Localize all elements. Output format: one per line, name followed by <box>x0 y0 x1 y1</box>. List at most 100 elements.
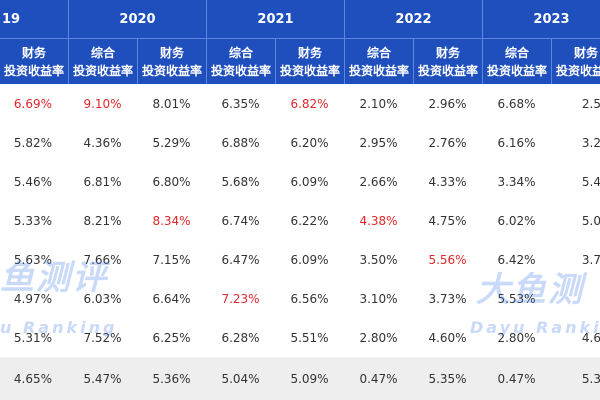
table-cell: 4.60% <box>428 330 467 345</box>
table-cell: 6.02% <box>497 213 536 228</box>
table-cell: 4.36% <box>83 135 122 150</box>
subheader-line: 财务 <box>21 45 46 60</box>
table-cell: 6.69% <box>13 96 52 111</box>
table-cell: 6.81% <box>83 174 122 189</box>
table-cell: 6.09% <box>290 174 329 189</box>
subheader-line: 投资收益率 <box>3 63 64 78</box>
subheader-line: 综合 <box>90 45 115 60</box>
column-subheader: 综合 投资收益率 <box>344 38 413 84</box>
table-cell: 7.23% <box>221 291 260 306</box>
table-cell: 4.38% <box>359 213 398 228</box>
table-cell: 4.5 <box>551 279 600 318</box>
subheader-line: 投资收益率 <box>555 63 600 78</box>
table-cell: 7.52% <box>83 330 122 345</box>
table-cell: 5.82% <box>13 135 52 150</box>
subheader-line: 投资收益率 <box>417 63 478 78</box>
table-cell: 4.60% <box>581 330 600 345</box>
table-cell: 6.68% <box>497 96 536 111</box>
table-cell: 5.09% <box>275 357 344 400</box>
subheader-line: 财务 <box>435 45 460 60</box>
table-cell: 2.66% <box>359 174 398 189</box>
table-cell: 7.66% <box>83 252 122 267</box>
year-header: 2022 <box>344 0 482 38</box>
column-subheader: 财务投资收益率 <box>413 38 482 84</box>
subheader-line: 投资收益率 <box>72 63 133 78</box>
table-cell: 3.50% <box>359 252 398 267</box>
subheader-line: 财务 <box>573 45 598 60</box>
table-cell: 6.28% <box>221 330 260 345</box>
table-cell: 4.33% <box>428 174 467 189</box>
column-subheader: 财务投资收益率 <box>275 38 344 84</box>
table-cell: 8.34% <box>152 213 191 228</box>
table-cell: 0.47% <box>344 357 413 400</box>
table-cell: 2.80% <box>497 330 536 345</box>
table-cell: 4.97% <box>13 291 52 306</box>
table-cell: 6.35% <box>221 96 260 111</box>
subheader-line: 财务 <box>159 45 184 60</box>
table-cell: 6.56% <box>290 291 329 306</box>
table-cell: 5.04% <box>206 357 275 400</box>
table-cell: 3.10% <box>359 291 398 306</box>
year-header: 19 <box>0 0 68 38</box>
table-cell: 2.55% <box>581 96 600 111</box>
column-subheader: 综合 投资收益率 <box>206 38 275 84</box>
table-cell: 3.34% <box>497 174 536 189</box>
table-cell: 6.16% <box>497 135 536 150</box>
table-cell: 6.25% <box>152 330 191 345</box>
table-cell: 5.33% <box>13 213 52 228</box>
column-subheader: 财务投资收益率 <box>137 38 206 84</box>
subheader-line: 投资收益率 <box>279 63 340 78</box>
table-cell: 5.31% <box>13 330 52 345</box>
table-cell: 5.36% <box>137 357 206 400</box>
table-cell: 3.79% <box>581 252 600 267</box>
table-cell: 4.65% <box>0 357 68 400</box>
table-cell: 6.64% <box>152 291 191 306</box>
table-cell: 3.73% <box>428 291 467 306</box>
table-cell: 8.21% <box>83 213 122 228</box>
table-cell: 5.51% <box>290 330 329 345</box>
year-header: 2021 <box>206 0 344 38</box>
table-cell: 2.96% <box>428 96 467 111</box>
table-cell: 6.03% <box>83 291 122 306</box>
table-cell: 6.74% <box>221 213 260 228</box>
column-subheader: 综合 投资收益率 <box>482 38 551 84</box>
subheader-line: 投资收益率 <box>210 63 271 78</box>
table-cell: 0.47% <box>482 357 551 400</box>
table-cell: 5.29% <box>152 135 191 150</box>
subheader-line: 综合 <box>228 45 253 60</box>
table-cell: 2.80% <box>359 330 398 345</box>
subheader-line: 综合 <box>366 45 391 60</box>
table-cell: 5.01% <box>581 213 600 228</box>
table-cell: 9.10% <box>83 96 122 111</box>
table-cell: 5.46% <box>13 174 52 189</box>
year-header: 2020 <box>68 0 206 38</box>
table-cell: 6.82% <box>290 96 329 111</box>
table-cell: 5.35% <box>413 357 482 400</box>
subheader-line: 财务 <box>297 45 322 60</box>
table-cell: 6.88% <box>221 135 260 150</box>
table-cell: 5.47% <box>68 357 137 400</box>
table-cell: 5.63% <box>13 252 52 267</box>
table-cell: 6.09% <box>290 252 329 267</box>
table-cell: 5.56% <box>428 252 467 267</box>
table-cell: 6.42% <box>497 252 536 267</box>
table-cell: 4.75% <box>428 213 467 228</box>
table-cell: 2.95% <box>359 135 398 150</box>
table-cell: 2.76% <box>428 135 467 150</box>
table-cell: 5.68% <box>221 174 260 189</box>
table-cell: 5.53% <box>497 291 536 306</box>
table-cell: 5.43% <box>581 174 600 189</box>
year-header: 2023 <box>482 0 600 38</box>
table-cell: 6.20% <box>290 135 329 150</box>
table-cell: 7.15% <box>152 252 191 267</box>
table-cell: 6.80% <box>152 174 191 189</box>
subheader-line: 综合 <box>504 45 529 60</box>
table-cell: 6.47% <box>221 252 260 267</box>
column-subheader: 综合 投资收益率 <box>68 38 137 84</box>
column-subheader: 财务投资收益率 <box>0 38 68 84</box>
table-cell: 2.10% <box>359 96 398 111</box>
subheader-line: 投资收益率 <box>486 63 547 78</box>
table-cell: 3.24% <box>581 135 600 150</box>
